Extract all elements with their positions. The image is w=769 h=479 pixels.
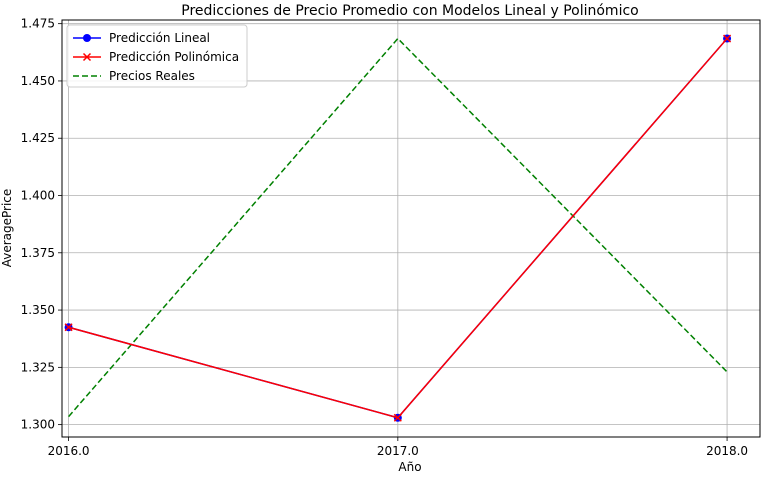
legend-box bbox=[66, 24, 248, 88]
x-axis: 2016.0 2017.0 2018.0 bbox=[48, 437, 748, 458]
y-tick-label: 1.425 bbox=[21, 131, 55, 145]
y-tick-label: 1.400 bbox=[21, 189, 55, 203]
legend-label: Predicción Polinómica bbox=[109, 50, 239, 64]
legend-marker bbox=[83, 34, 91, 42]
plot-frame bbox=[61, 19, 761, 438]
y-tick-label: 1.300 bbox=[21, 418, 55, 432]
y-axis-label: AveragePrice bbox=[0, 189, 14, 268]
legend-label: Predicción Lineal bbox=[109, 31, 210, 45]
legend-marker bbox=[82, 52, 92, 62]
legend: Predicción Lineal Predicción Polinómica Pr… bbox=[66, 24, 248, 88]
legend-label: Precios Reales bbox=[109, 69, 195, 83]
y-tick-label: 1.475 bbox=[21, 17, 55, 31]
grid bbox=[62, 20, 760, 437]
series-line-2 bbox=[68, 37, 728, 418]
y-tick-label: 1.350 bbox=[21, 303, 55, 317]
data-point bbox=[723, 34, 732, 43]
series-layer bbox=[64, 34, 732, 422]
data-point bbox=[64, 323, 73, 332]
y-tick-label: 1.325 bbox=[21, 360, 55, 374]
x-tick-label: 2016.0 bbox=[48, 444, 90, 458]
x-tick-label: 2017.0 bbox=[377, 444, 419, 458]
y-tick-label: 1.450 bbox=[21, 74, 55, 88]
y-axis: 1.300 1.325 1.350 1.375 1.400 1.425 1.450 1.475 bbox=[21, 17, 62, 432]
chart-title: Predicciones de Precio Promedio con Mode… bbox=[181, 3, 638, 19]
y-tick-label: 1.375 bbox=[21, 246, 55, 260]
x-axis-label: Año bbox=[398, 460, 421, 474]
x-tick-label: 2018.0 bbox=[706, 444, 748, 458]
data-point bbox=[393, 413, 402, 422]
